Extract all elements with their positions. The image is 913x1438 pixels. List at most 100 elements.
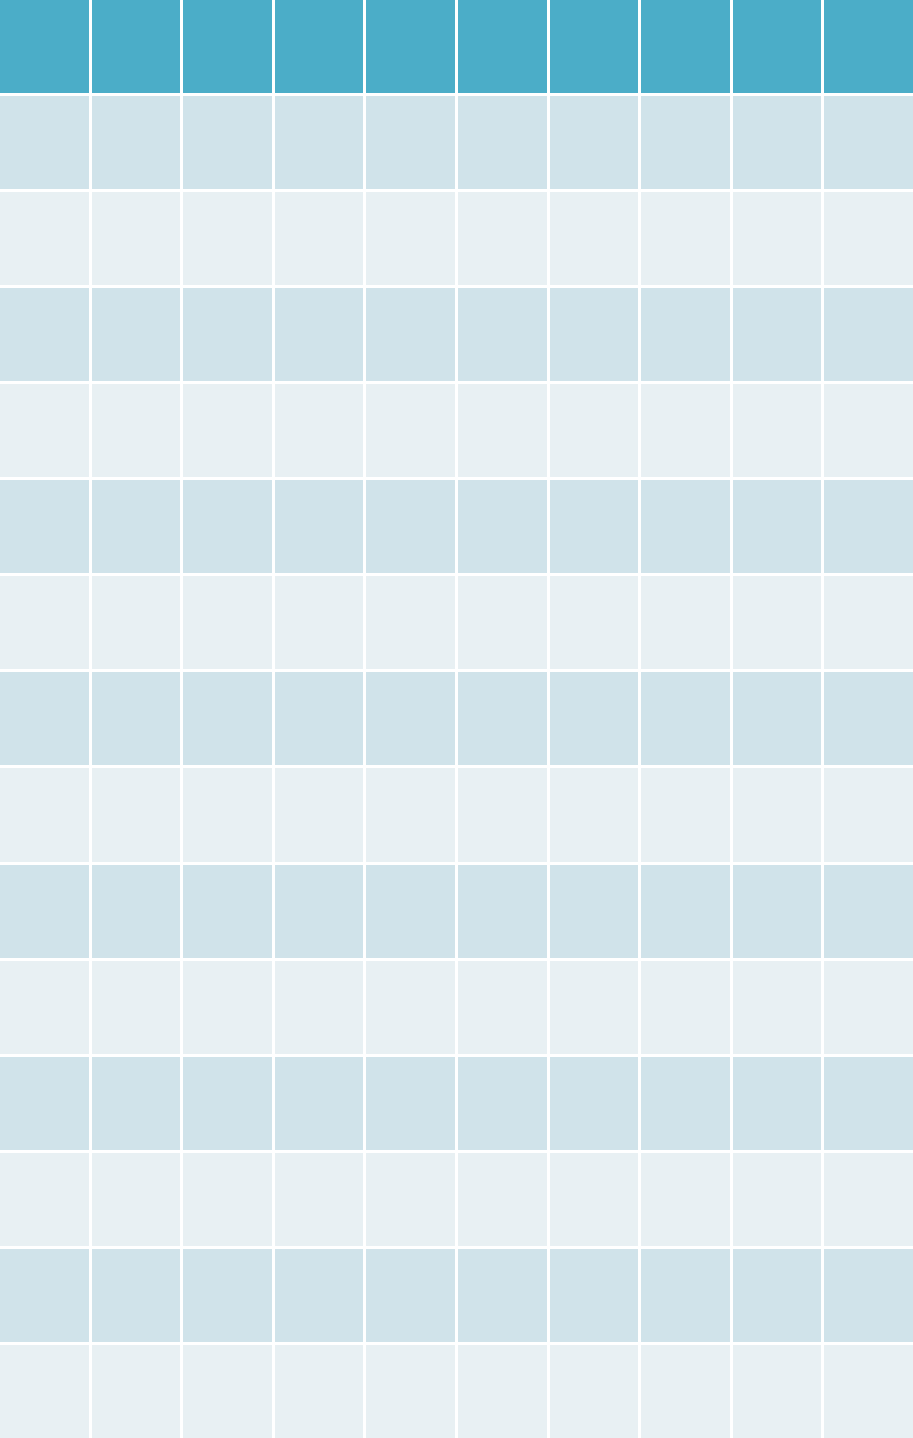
table-cell [732,96,822,190]
table-cell [366,576,455,670]
table-cell [457,1056,547,1150]
table-cell [824,1344,913,1438]
table-cell [732,864,822,958]
table-cell [183,1344,272,1438]
table-cell [732,288,822,382]
table-cell [732,1248,822,1342]
table-cell [549,96,639,190]
table-cell [824,1056,913,1150]
table-cell [641,864,730,958]
table-cell [549,384,639,478]
table-cell [641,576,730,670]
table-cell [457,576,547,670]
table-cell [91,864,181,958]
table-cell [366,672,455,766]
table-cell [549,1152,639,1246]
table-header-cell [366,0,455,93]
table-cell [549,960,639,1054]
table-cell [183,960,272,1054]
table-cell [641,1344,730,1438]
table-cell [549,192,639,286]
table-cell [641,1248,730,1342]
table-cell [824,672,913,766]
table-cell [0,1248,89,1342]
table-cell [641,768,730,862]
table-cell [274,672,364,766]
table-cell [274,960,364,1054]
table-header-cell [549,0,639,93]
table-cell [641,288,730,382]
table-cell [0,672,89,766]
table-cell [0,864,89,958]
table-cell [91,672,181,766]
table-cell [366,384,455,478]
table-cell [824,1152,913,1246]
table-cell [549,288,639,382]
table-cell [274,288,364,382]
table-cell [457,960,547,1054]
table-cell [641,672,730,766]
table-header-cell [732,0,822,93]
table-cell [732,1056,822,1150]
table-cell [91,480,181,574]
table-cell [183,1248,272,1342]
table-cell [457,864,547,958]
table-cell [732,1344,822,1438]
table-cell [732,192,822,286]
table-cell [732,384,822,478]
table-cell [0,192,89,286]
table-cell [549,1344,639,1438]
table-cell [457,1344,547,1438]
table-cell [824,192,913,286]
table-cell [183,384,272,478]
table-header-cell [0,0,89,93]
table-cell [274,384,364,478]
table-cell [641,192,730,286]
table-cell [732,672,822,766]
table-header-cell [274,0,364,93]
table-cell [549,864,639,958]
table-cell [91,768,181,862]
table-cell [0,288,89,382]
table-cell [549,1248,639,1342]
table-cell [732,576,822,670]
table-cell [641,384,730,478]
table-cell [274,480,364,574]
table-cell [183,192,272,286]
table-header-cell [641,0,730,93]
table-cell [457,192,547,286]
table-cell [457,384,547,478]
table-cell [457,288,547,382]
table-cell [183,1056,272,1150]
table-cell [641,1152,730,1246]
table-cell [91,96,181,190]
table-cell [366,864,455,958]
table-cell [824,288,913,382]
table-cell [274,768,364,862]
table-cell [457,672,547,766]
table-cell [824,1248,913,1342]
table-cell [641,96,730,190]
table-cell [366,1056,455,1150]
table-cell [91,1152,181,1246]
table-cell [0,1056,89,1150]
table-cell [91,576,181,670]
table-cell [549,768,639,862]
table-cell [641,480,730,574]
table-cell [457,768,547,862]
table-cell [183,1152,272,1246]
table-cell [366,1344,455,1438]
table-cell [824,384,913,478]
table-cell [366,96,455,190]
table-cell [183,768,272,862]
table-cell [274,576,364,670]
table-cell [366,288,455,382]
table-cell [549,672,639,766]
table-cell [183,96,272,190]
table-cell [91,288,181,382]
table-cell [732,1152,822,1246]
table-cell [0,960,89,1054]
table-cell [824,864,913,958]
table-cell [0,576,89,670]
